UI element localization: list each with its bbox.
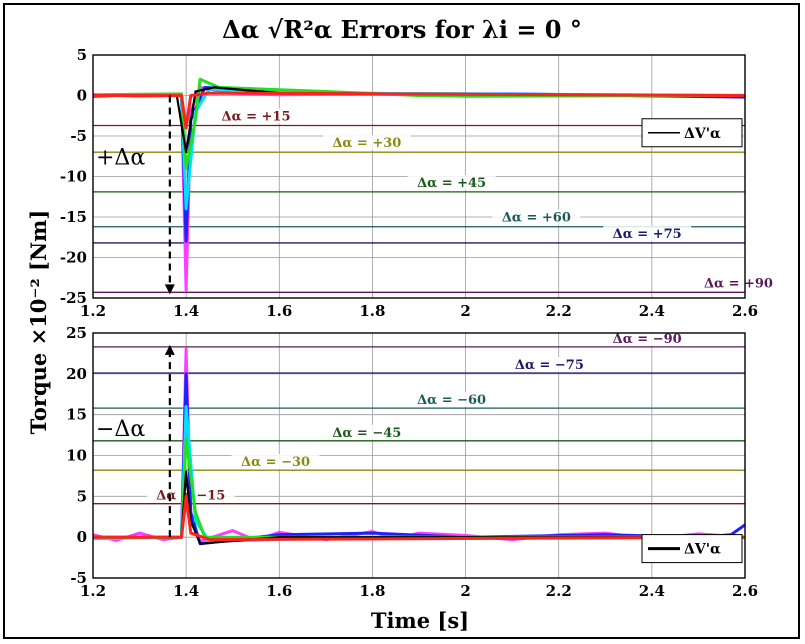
threshold-label-bg: [231, 454, 320, 470]
legend-label: ΔV'α: [684, 126, 721, 142]
threshold-label-bg: [603, 330, 692, 346]
legend: ΔV'α: [641, 534, 743, 564]
y-tick-label: -5: [70, 127, 87, 145]
y-tick-label: 5: [77, 46, 87, 64]
y-tick-label: 20: [66, 365, 87, 383]
y-tick-label: 5: [77, 487, 87, 505]
y-tick-label: -20: [60, 249, 87, 267]
threshold-label-bg: [603, 225, 692, 241]
x-tick-label: 2.4: [639, 302, 665, 320]
series-line: [93, 91, 745, 130]
arrow-head: [164, 344, 175, 355]
y-tick-label: -25: [60, 289, 87, 307]
threshold-label-bg: [492, 209, 581, 225]
x-tick-label: 2.4: [639, 582, 665, 600]
threshold-label: Δα = −75: [515, 358, 584, 373]
threshold-label-bg: [407, 174, 496, 190]
x-tick-label: 1.8: [359, 582, 385, 600]
axes-box: [92, 332, 746, 579]
threshold-label: Δα = +60: [502, 211, 571, 226]
x-tick-label: 2.6: [732, 302, 758, 320]
threshold-label: Δα = +45: [417, 176, 486, 191]
y-tick-label: -5: [70, 569, 87, 587]
legend-label: ΔV'α: [684, 542, 721, 558]
y-tick-label: -15: [60, 208, 87, 226]
y-tick-label: 25: [66, 324, 87, 342]
y-tick-label: 0: [77, 87, 87, 105]
threshold-label: Δα = −45: [332, 426, 401, 441]
threshold-label: Δα = +90: [704, 276, 773, 291]
x-tick-label: 1.2: [80, 582, 106, 600]
x-tick-label: 1.4: [173, 302, 199, 320]
arrow-head: [164, 284, 175, 295]
y-axis-label: Torque ×10⁻² [Nm]: [26, 210, 51, 435]
x-axis-label: Time [s]: [371, 608, 469, 633]
y-tick-label: -10: [60, 168, 87, 186]
y-tick-label: 15: [66, 406, 87, 424]
chart-title: Δα √R²α Errors for λi = 0 °: [222, 15, 582, 44]
x-tick-label: 2.6: [732, 582, 758, 600]
axes-box: [92, 54, 746, 299]
y-tick-label: 0: [77, 528, 87, 546]
legend: ΔV'α: [641, 118, 743, 148]
threshold-label: Δα = −30: [241, 455, 310, 470]
threshold-label: Δα = −90: [613, 332, 682, 347]
threshold-label: Δα = +30: [332, 136, 401, 151]
threshold-label-bg: [505, 357, 594, 373]
x-tick-label: 2.2: [546, 582, 572, 600]
threshold-label: Δα = +15: [221, 109, 290, 124]
x-tick-label: 2: [460, 302, 470, 320]
x-tick-label: 1.2: [80, 302, 106, 320]
threshold-label-bg: [212, 108, 300, 124]
y-tick-label: 10: [66, 447, 87, 465]
x-tick-label: 1.6: [266, 302, 292, 320]
threshold-label: Δα = −60: [417, 393, 486, 408]
x-tick-label: 1.6: [266, 582, 292, 600]
delta-direction-label: −Δα: [96, 417, 145, 442]
x-tick-label: 1.8: [359, 302, 385, 320]
x-tick-label: 2.2: [546, 302, 572, 320]
threshold-label-bg: [322, 424, 411, 440]
panel-top: 1.2 1.4 1.6 1.8 2 2.2 2.4 2.6 5 0 -5 -10 -15 -20 -25 Δα…: [60, 46, 783, 320]
threshold-label-bg: [322, 135, 411, 151]
series-line: [93, 494, 745, 542]
delta-direction-label: +Δα: [96, 145, 145, 170]
panel-bottom: 1.2 1.4 1.6 1.8 2 2.2 2.4 2.6 25 20 15 10 5 0 -5 Δα = −…: [66, 324, 758, 600]
threshold-label-bg: [694, 275, 783, 291]
x-tick-label: 2: [460, 582, 470, 600]
threshold-label: Δα = +75: [613, 227, 682, 242]
x-tick-label: 1.4: [173, 582, 199, 600]
threshold-label-bg: [407, 392, 496, 408]
